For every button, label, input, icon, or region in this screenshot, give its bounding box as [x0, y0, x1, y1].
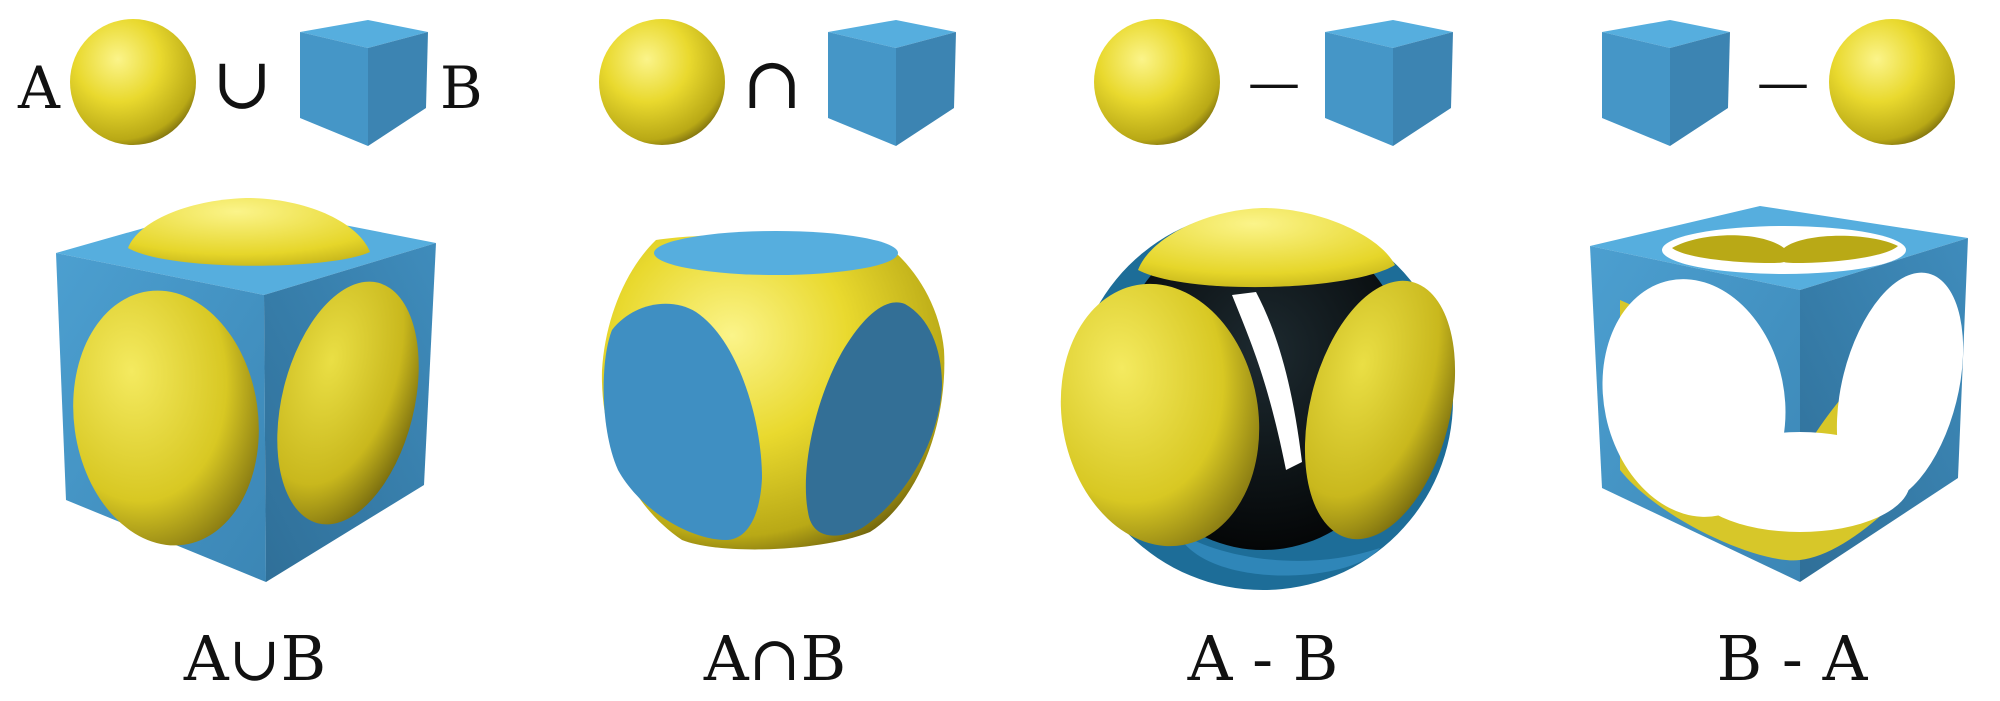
b-minus-a-result-shape: [1590, 206, 1968, 582]
union-result-shape: [56, 198, 436, 582]
cube-icon: [828, 20, 956, 146]
cube-icon: [1325, 20, 1453, 146]
sphere-icon: [1829, 19, 1955, 145]
top-b-minus-a-expression: —: [1602, 19, 1955, 146]
union-operator: ∪: [212, 41, 272, 125]
difference-operator: —: [1757, 53, 1809, 113]
sphere-icon: [599, 19, 725, 145]
cube-icon: [300, 20, 428, 146]
intersection-result-shape: [601, 231, 945, 550]
cube-icon: [1602, 20, 1730, 146]
intersection-operator: ∩: [742, 41, 802, 125]
top-union-expression: A ∪ B: [17, 19, 483, 146]
difference-operator: —: [1248, 53, 1300, 113]
sphere-icon: [1094, 19, 1220, 145]
caption-a-minus-b: A - B: [1187, 622, 1339, 695]
operand-label-b: B: [440, 54, 483, 122]
top-intersection-expression: ∩: [599, 19, 956, 146]
top-a-minus-b-expression: —: [1094, 19, 1453, 146]
caption-b-minus-a: B - A: [1717, 622, 1869, 695]
sphere-icon: [70, 19, 196, 145]
caption-union: A∪B: [183, 622, 326, 695]
operand-label-a: A: [17, 54, 61, 122]
a-minus-b-result-shape: [1060, 208, 1456, 590]
caption-intersection: A∩B: [703, 622, 846, 695]
